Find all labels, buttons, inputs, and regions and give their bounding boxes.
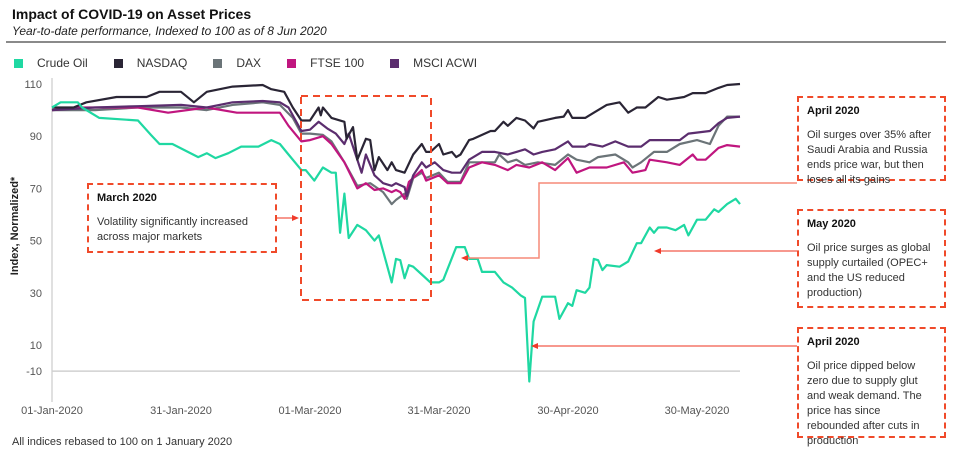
y-tick-label: 10 bbox=[30, 340, 42, 352]
y-tick-label: 30 bbox=[30, 288, 42, 300]
annotation-title: May 2020 bbox=[807, 218, 856, 230]
x-tick-label: 30-Apr-2020 bbox=[537, 405, 598, 417]
annotation-text: Oil price dipped below zero due to suppl… bbox=[807, 360, 922, 447]
legend-item-nasdaq: NASDAQ bbox=[113, 56, 188, 70]
legend-item-msci-acwi: MSCI ACWI bbox=[390, 56, 477, 70]
chart-subtitle: Year-to-date performance, Indexed to 100… bbox=[12, 24, 327, 38]
april-surge-connector bbox=[468, 182, 797, 259]
legend-item-crude-oil: Crude Oil bbox=[14, 56, 88, 70]
legend-item-ftse-100: FTSE 100 bbox=[287, 56, 364, 70]
x-tick-label: 01-Mar-2020 bbox=[279, 405, 342, 417]
chart-title: Impact of COVID-19 on Asset Prices bbox=[12, 6, 252, 22]
march-highlight-box bbox=[300, 95, 432, 301]
arrow-icon bbox=[292, 215, 299, 221]
series-line-crude-oil bbox=[51, 101, 741, 383]
legend: Crude Oil NASDAQ DAX FTSE 100 MSCI ACWI bbox=[14, 56, 503, 70]
legend-label: Crude Oil bbox=[37, 56, 88, 70]
annotation-march-2020: March 2020 Volatility significantly incr… bbox=[87, 183, 277, 253]
annotation-text: Oil surges over 35% after Saudi Arabia a… bbox=[807, 129, 932, 186]
y-tick-label: 70 bbox=[30, 183, 42, 195]
annotation-may-2020: May 2020 Oil price surges as global supp… bbox=[797, 209, 946, 308]
y-tick-label: 110 bbox=[24, 79, 42, 91]
legend-label: MSCI ACWI bbox=[413, 56, 478, 70]
legend-swatch bbox=[14, 58, 23, 68]
y-tick-label: -10 bbox=[26, 366, 42, 378]
annotation-title: April 2020 bbox=[807, 336, 860, 348]
annotation-text: Volatility significantly increased acros… bbox=[97, 216, 249, 243]
x-tick-label: 31-Mar-2020 bbox=[408, 405, 471, 417]
annotation-april-2020-surge: April 2020 Oil surges over 35% after Sau… bbox=[797, 96, 946, 186]
arrow-icon bbox=[461, 255, 468, 261]
legend-swatch bbox=[287, 58, 297, 68]
title-divider bbox=[6, 41, 946, 43]
y-tick-label: 50 bbox=[30, 236, 42, 248]
legend-swatch bbox=[113, 58, 123, 68]
series-line-msci-acwi bbox=[51, 99, 741, 198]
annotation-april-2020-dip: April 2020 Oil price dipped below zero d… bbox=[797, 327, 946, 447]
y-tick-label: 90 bbox=[30, 131, 42, 143]
annotation-text: Oil price surges as global supply curtai… bbox=[807, 242, 931, 299]
annotation-title: March 2020 bbox=[97, 192, 157, 204]
x-tick-label: 01-Jan-2020 bbox=[21, 405, 83, 417]
arrow-icon bbox=[531, 343, 538, 349]
legend-item-dax: DAX bbox=[213, 56, 261, 70]
x-tick-label: 31-Jan-2020 bbox=[150, 405, 212, 417]
legend-label: FTSE 100 bbox=[310, 56, 365, 70]
legend-swatch bbox=[390, 58, 400, 68]
arrow-icon bbox=[654, 248, 661, 254]
legend-swatch bbox=[213, 58, 223, 68]
series-line-nasdaq bbox=[52, 82, 741, 174]
series-line-ftse-100 bbox=[51, 106, 741, 200]
x-tick-label: 30-May-2020 bbox=[665, 405, 730, 417]
annotation-title: April 2020 bbox=[807, 105, 860, 117]
legend-label: NASDAQ bbox=[136, 56, 188, 70]
footnote: All indices rebased to 100 on 1 January … bbox=[12, 436, 233, 448]
legend-label: DAX bbox=[236, 56, 262, 70]
